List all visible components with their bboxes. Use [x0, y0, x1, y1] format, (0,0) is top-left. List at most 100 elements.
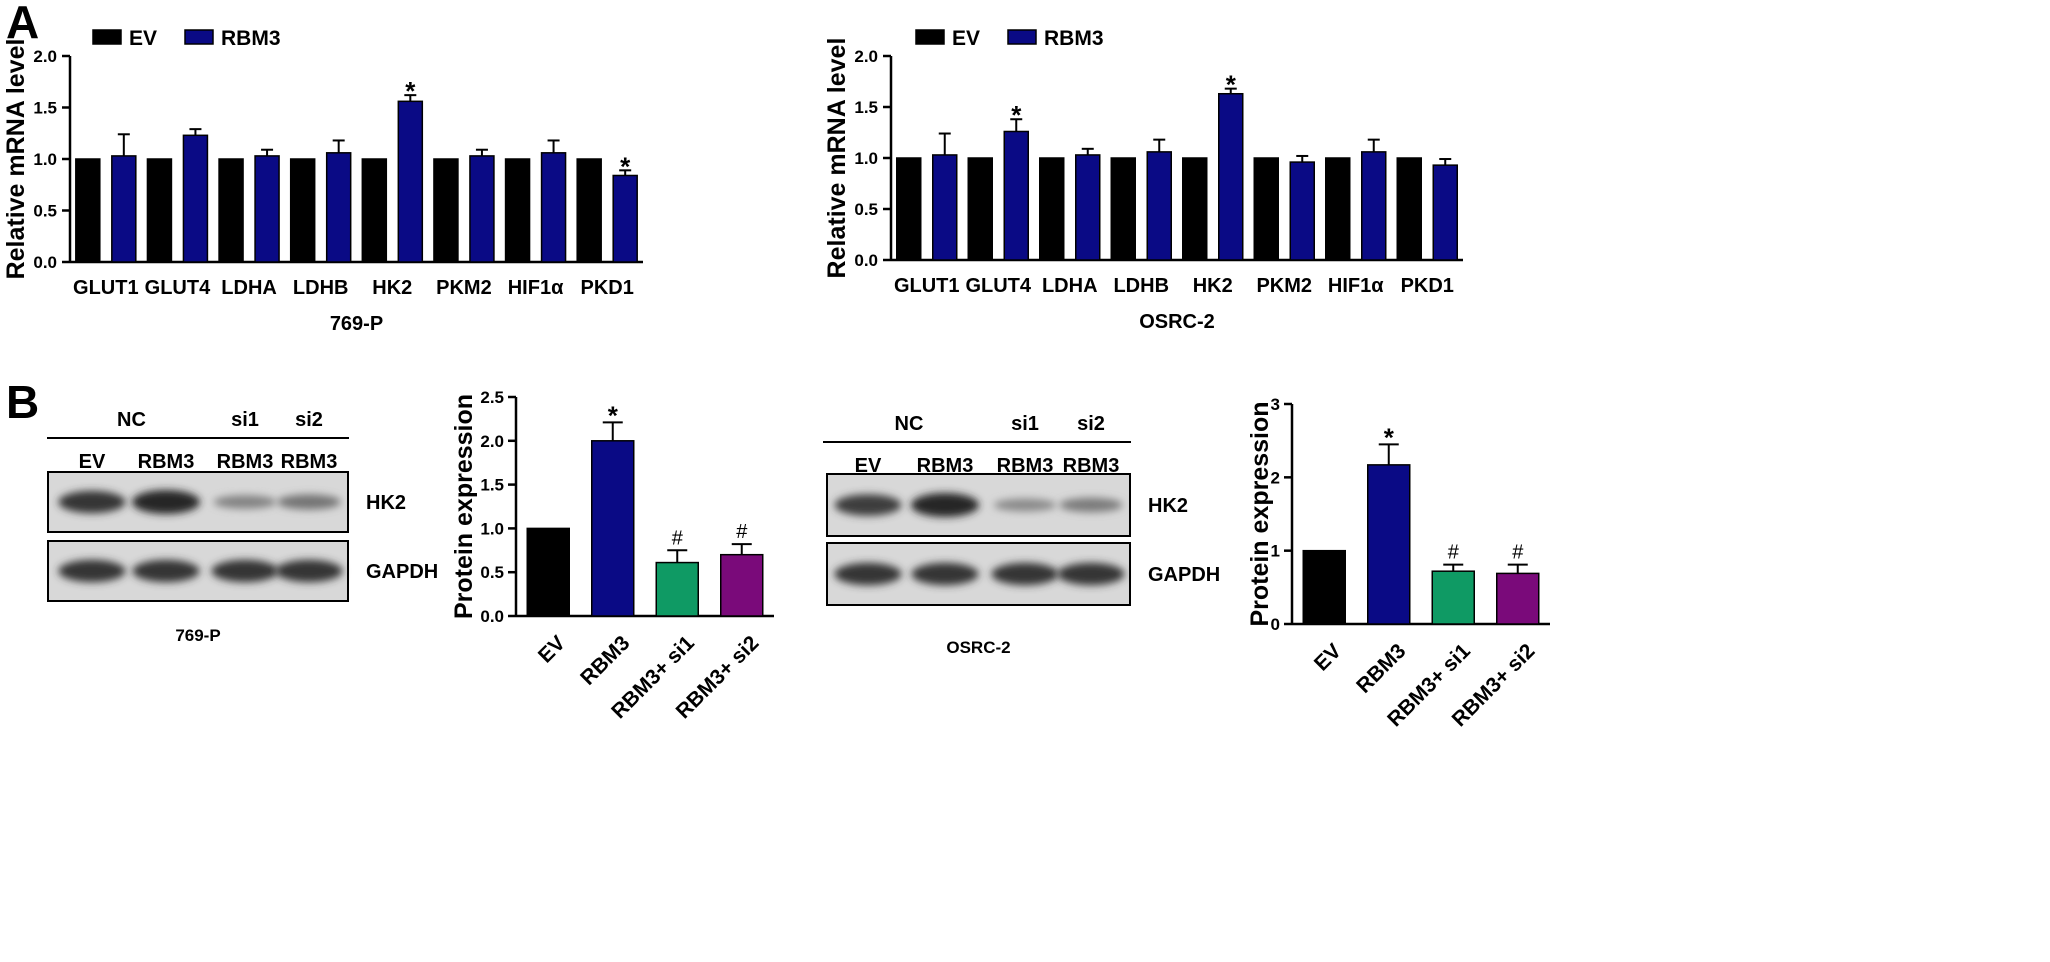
bar — [591, 440, 635, 617]
y-tick-label: 2.0 — [854, 47, 878, 66]
x-tick-label: HK2 — [1193, 275, 1233, 297]
bar-rbm3 — [111, 155, 137, 263]
blot-protein-label: GAPDH — [1148, 564, 1220, 586]
bar-ev — [967, 157, 993, 261]
blot-lane-label: RBM3 — [281, 451, 338, 473]
bar-ev — [504, 158, 531, 263]
protein-band — [132, 559, 200, 583]
protein-band — [211, 559, 279, 583]
x-tick-label: LDHA — [221, 277, 277, 299]
y-tick-label: 0.0 — [854, 251, 878, 270]
blot-lane-label: RBM3 — [917, 455, 974, 477]
bar-ev — [1182, 157, 1208, 261]
blot-lane-label: EV — [79, 451, 106, 473]
significance-marker: * — [608, 400, 619, 430]
bar — [1496, 572, 1540, 625]
protein-band — [213, 495, 277, 509]
bar-ev — [1110, 157, 1136, 261]
blot-group-label: NC — [895, 413, 924, 435]
blot-lane-label: EV — [855, 455, 882, 477]
panel-label-b: B — [6, 376, 39, 428]
protein-band — [277, 494, 341, 510]
legend-swatch-rbm3 — [1007, 29, 1037, 45]
blot-lane-label: RBM3 — [997, 455, 1054, 477]
y-tick-label: 1.5 — [480, 476, 504, 495]
y-tick-label: 1.0 — [854, 149, 878, 168]
x-tick-label: LDHB — [1113, 275, 1169, 297]
bar-rbm3 — [1146, 151, 1172, 261]
y-axis-label: Relative mRNA level — [823, 38, 851, 279]
bar-rbm3 — [397, 100, 424, 263]
blot-group-label: si2 — [1077, 413, 1105, 435]
x-tick-label: PKD1 — [1401, 275, 1454, 297]
legend-label: EV — [129, 27, 157, 50]
bar-ev — [1253, 157, 1279, 261]
chart-subtitle: OSRC-2 — [1139, 311, 1215, 333]
significance-marker: * — [620, 151, 631, 181]
significance-marker: * — [1226, 70, 1237, 100]
bar-ev — [1325, 157, 1351, 261]
x-tick-label: PKD1 — [581, 277, 634, 299]
bar-ev — [289, 158, 316, 263]
protein-band — [911, 493, 979, 517]
protein-band — [275, 559, 343, 583]
x-tick-label: GLUT1 — [894, 275, 960, 297]
y-axis-label: Relative mRNA level — [2, 39, 30, 280]
protein-band — [834, 494, 902, 516]
protein-band — [58, 559, 126, 583]
bar-rbm3 — [1289, 161, 1315, 261]
protein-band — [1059, 497, 1123, 513]
bar-rbm3 — [932, 154, 958, 261]
bar-ev — [75, 158, 101, 263]
y-axis-label: Protein expression — [1246, 401, 1274, 626]
bar — [1431, 570, 1475, 625]
x-tick-label: LDHA — [1042, 275, 1098, 297]
y-tick-label: 1.0 — [33, 150, 57, 169]
bar-rbm3 — [1432, 164, 1458, 261]
significance-marker: # — [1448, 542, 1460, 564]
y-tick-label: 0.5 — [33, 202, 57, 221]
legend-label: EV — [952, 27, 980, 50]
bar-rbm3 — [612, 174, 638, 263]
bar-rbm3 — [540, 152, 567, 263]
bar-ev — [361, 158, 388, 263]
blot-cell-line-label: 769-P — [175, 626, 220, 645]
bar-rbm3 — [1003, 130, 1029, 261]
y-tick-label: 0.5 — [480, 563, 504, 582]
y-tick-label: 2.5 — [480, 388, 504, 407]
bar — [720, 553, 764, 617]
y-tick-label: 1.5 — [854, 98, 878, 117]
bar — [1367, 464, 1411, 625]
bar-ev — [896, 157, 922, 261]
blot-protein-label: GAPDH — [366, 561, 438, 583]
significance-marker: # — [736, 521, 748, 543]
legend-swatch-ev — [92, 29, 122, 45]
bar-ev — [1039, 157, 1065, 261]
bar-rbm3 — [1218, 92, 1244, 261]
y-tick-label: 3 — [1271, 395, 1280, 414]
significance-marker: # — [672, 527, 684, 549]
significance-marker: * — [1384, 422, 1395, 452]
western-blot-769p: NC si1 si2 EV RBM3 RBM3 RBM3 HK2 GAPDH 769-P — [47, 409, 438, 645]
protein-band — [993, 498, 1057, 512]
significance-marker: * — [1011, 100, 1022, 130]
x-tick-label: PKM2 — [436, 277, 492, 299]
x-tick-label: RBM3 — [1352, 639, 1410, 697]
protein-band — [911, 562, 979, 586]
x-tick-label: LDHB — [293, 277, 349, 299]
y-tick-label: 2.0 — [33, 47, 57, 66]
blot-group-label: NC — [117, 409, 146, 431]
y-tick-label: 2.0 — [480, 432, 504, 451]
legend-label: RBM3 — [1044, 27, 1104, 50]
x-tick-label: GLUT4 — [145, 277, 211, 299]
bar-ev — [1396, 157, 1422, 261]
x-tick-label: EV — [534, 631, 570, 667]
x-tick-label: RBM3 — [576, 631, 634, 689]
bar-rbm3 — [254, 155, 280, 263]
bar-ev — [218, 158, 244, 263]
